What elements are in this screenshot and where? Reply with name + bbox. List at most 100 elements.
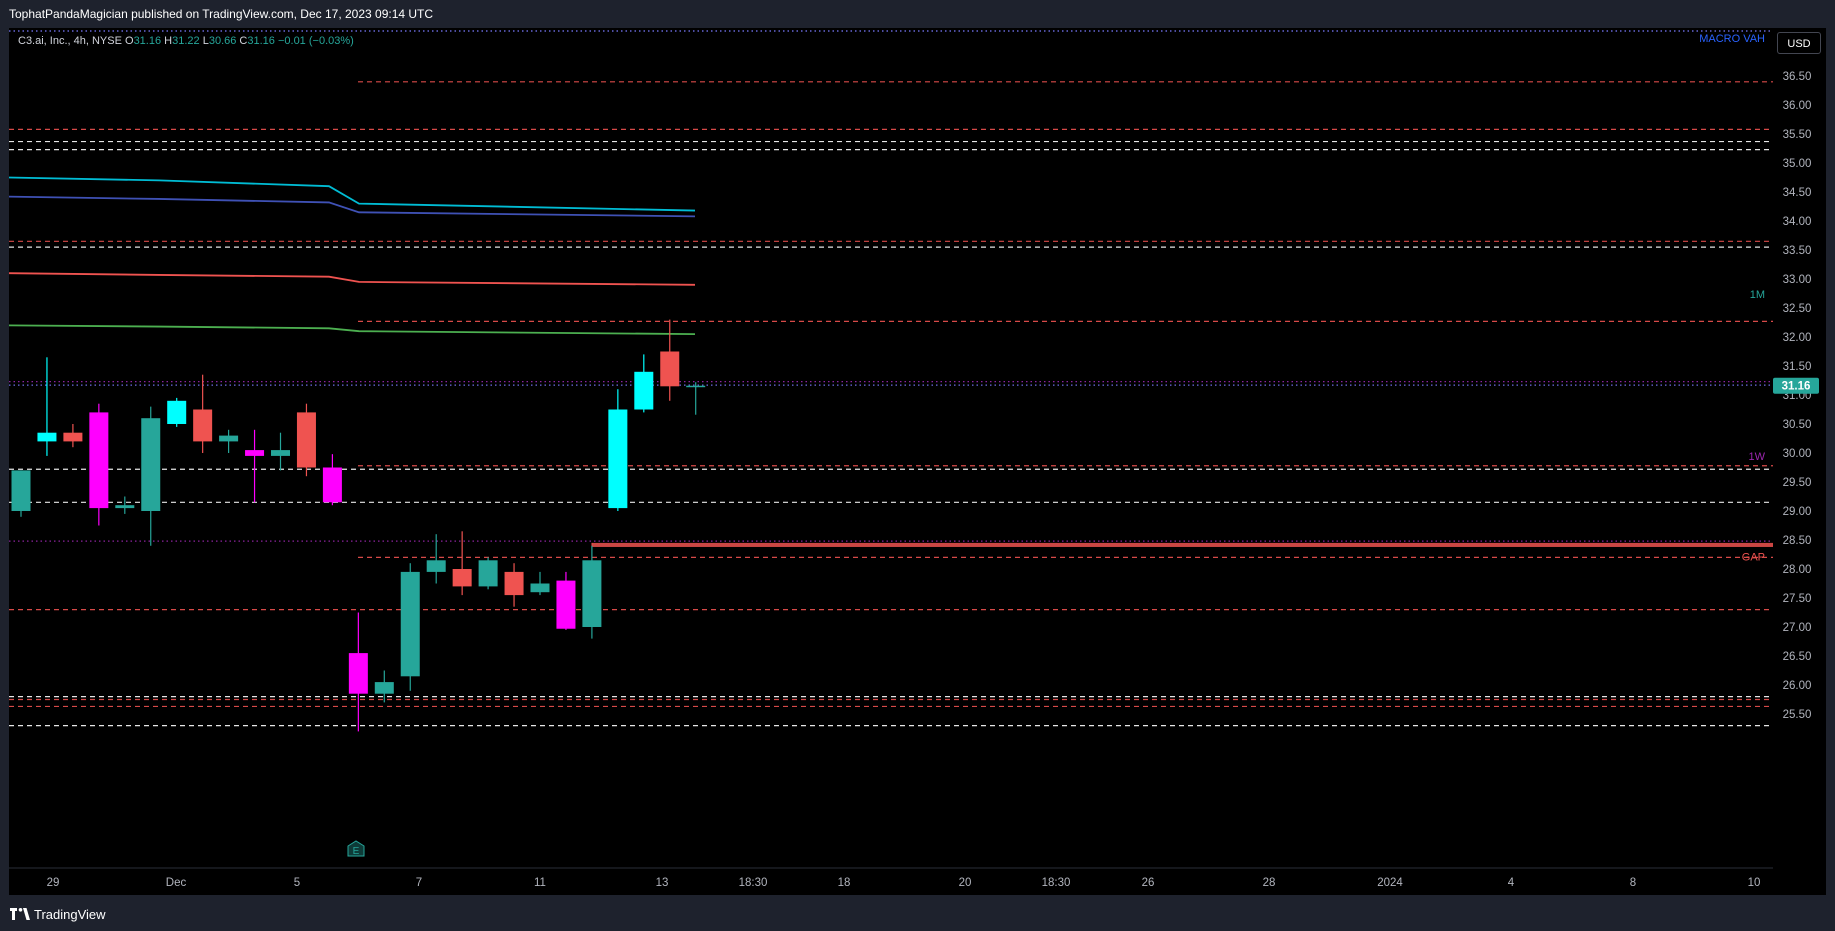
time-tick-label: 18	[838, 877, 851, 889]
candle	[504, 563, 524, 607]
time-tick-label: 18:30	[739, 877, 768, 889]
price-axis-bg	[1773, 28, 1826, 866]
time-tick-label: Dec	[166, 877, 187, 889]
price-tick-label: 27.00	[1783, 622, 1812, 634]
time-tick-label: 13	[656, 877, 669, 889]
candle-body	[89, 412, 109, 509]
candle	[296, 403, 316, 477]
time-tick-label: 10	[1748, 877, 1761, 889]
candle-body	[167, 400, 187, 424]
candle	[374, 670, 394, 703]
moving-average-line	[9, 176, 696, 212]
candle	[686, 382, 706, 415]
time-tick-label: 26	[1142, 877, 1155, 889]
candle-body	[452, 569, 472, 587]
legend-high-label: H	[164, 35, 173, 47]
price-tick-label: 28.00	[1783, 564, 1812, 576]
publisher-bar: TophatPandaMagician published on Trading…	[0, 0, 1835, 28]
time-axis: 29 Dec 5 7 11 13 18:30 18 20 18:30 26 28 2024 4 8 10	[9, 867, 1773, 889]
candle	[271, 432, 290, 471]
tradingview-logo[interactable]: TradingView	[10, 905, 106, 923]
time-tick-label: 11	[534, 877, 546, 889]
last-price-badge	[1773, 377, 1819, 394]
gap-zone-rect	[592, 542, 1773, 547]
price-tick-label: 31.50	[1783, 361, 1812, 373]
price-chart[interactable]: 36.50 36.00 35.50 35.00 34.50 34.00 33.50 33.00…	[9, 28, 1826, 895]
chart-tags: MACRO VAH 1M 1W GAP E	[347, 33, 1766, 857]
price-tick-label: 26.00	[1783, 680, 1812, 692]
price-tick-label: 32.00	[1783, 332, 1812, 344]
candle-body	[634, 371, 654, 410]
candle	[608, 389, 628, 511]
price-tick-label: 30.00	[1783, 448, 1812, 460]
symbol-legend: C3.ai, Inc., 4h, NYSE O31.16 H31.22 L30.…	[18, 35, 354, 47]
price-tick-label: 36.00	[1783, 100, 1812, 112]
chart-area[interactable]: 36.50 36.00 35.50 35.00 34.50 34.00 33.50 33.00…	[9, 28, 1826, 895]
legend-change: −0.01 (−0.03%)	[277, 35, 354, 47]
candles	[11, 319, 706, 732]
legend-open: 31.16	[133, 35, 162, 47]
legend-open-label: O	[125, 35, 134, 47]
legend-high: 31.22	[172, 35, 200, 47]
candle	[115, 496, 135, 514]
price-tick-label: 29.50	[1783, 477, 1812, 489]
time-tick-label: 28	[1263, 877, 1276, 889]
legend-symbol: C3.ai, Inc., 4h, NYSE	[18, 35, 122, 47]
candle-body	[660, 351, 680, 387]
macro-vah-label: MACRO VAH	[1699, 33, 1765, 45]
candle	[452, 531, 472, 596]
price-axis: 36.50 36.00 35.50 35.00 34.50 34.00 33.50 33.00…	[1773, 28, 1826, 866]
last-price-label: 31.16	[1782, 381, 1811, 393]
currency-button[interactable]: USD	[1777, 32, 1821, 54]
candle	[11, 470, 31, 517]
time-tick-label: 18:30	[1042, 877, 1071, 889]
candle-body	[400, 571, 420, 677]
price-tick-label: 29.00	[1783, 506, 1812, 518]
price-tick-label: 32.50	[1783, 303, 1812, 315]
legend-close-label: C	[239, 35, 248, 47]
candle-body	[271, 450, 290, 456]
candle-body	[219, 435, 239, 442]
earnings-icon: E	[347, 840, 365, 857]
candle-body	[530, 583, 550, 593]
candle-body	[115, 505, 135, 509]
candle	[245, 429, 265, 503]
moving-average-line	[9, 195, 696, 218]
candle-body	[608, 409, 628, 509]
earnings-marker	[347, 840, 365, 857]
candle-body	[141, 418, 161, 511]
candle	[322, 454, 342, 506]
price-tick-label: 33.50	[1783, 245, 1812, 257]
candle	[167, 397, 187, 427]
moving-averages	[9, 176, 696, 335]
candle	[426, 534, 446, 584]
candle-body	[686, 385, 706, 388]
candle	[193, 374, 213, 453]
candle	[141, 406, 161, 546]
candle-body	[374, 682, 394, 694]
candle-body	[245, 450, 265, 456]
price-tick-label: 34.00	[1783, 216, 1812, 228]
time-tick-label: 20	[959, 877, 972, 889]
candle-body	[582, 560, 602, 627]
moving-average-line	[9, 272, 696, 286]
legend-low-label: L	[202, 35, 209, 47]
horizontal-levels	[9, 30, 1773, 727]
time-tick-label: 2024	[1377, 877, 1403, 889]
gap-label: GAP	[1742, 551, 1765, 563]
candle-body	[556, 580, 576, 629]
footer-bar: TradingView	[0, 896, 1835, 931]
publisher-text: TophatPandaMagician published on Trading…	[9, 7, 434, 21]
candle	[634, 354, 654, 413]
time-tick-label: 4	[1508, 877, 1515, 889]
candle	[348, 612, 368, 732]
price-tick-label: 28.50	[1783, 535, 1812, 547]
candle-body	[322, 467, 342, 503]
weekly-level-label: 1W	[1749, 451, 1766, 463]
time-tick-label: 8	[1630, 877, 1636, 889]
time-tick-label: 29	[47, 877, 60, 889]
candle	[89, 403, 109, 526]
candle-body	[478, 560, 498, 587]
candle	[478, 557, 498, 590]
candle-body	[348, 653, 368, 694]
